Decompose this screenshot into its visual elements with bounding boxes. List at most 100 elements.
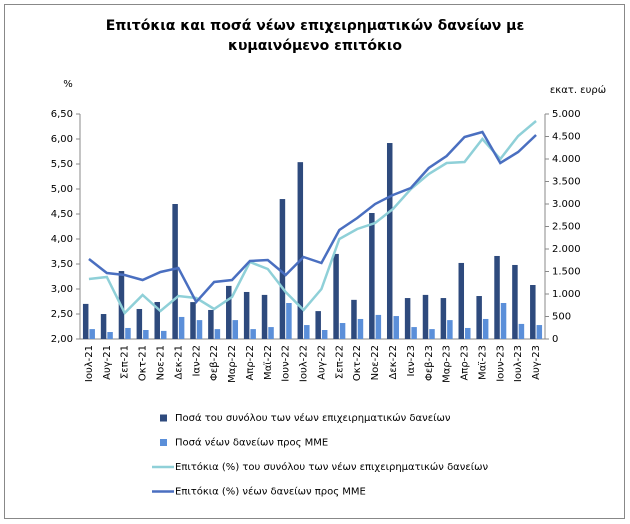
bar [100, 314, 107, 339]
bar [160, 330, 167, 339]
y-tick-label: 5,50 [51, 159, 73, 170]
bar [476, 296, 482, 339]
bar [530, 285, 536, 339]
bar [512, 264, 518, 339]
x-tick-label: Οκτ-21 [138, 345, 149, 381]
x-tick-label: Ιουλ-22 [299, 345, 310, 382]
line [88, 120, 537, 316]
legend-label: Ποσά του συνόλου των νέων επιχειρηματικώ… [175, 412, 451, 424]
bar [500, 303, 507, 339]
y2-tick-label: 3.000 [552, 199, 581, 210]
bar [404, 298, 411, 339]
chart-title: κυμαινόμενο επιτόκιο [228, 38, 402, 54]
x-tick-label: Αυγ-21 [102, 345, 113, 380]
y-tick-label: 6,00 [51, 134, 73, 145]
y2-tick-label: 500 [552, 312, 571, 323]
bar [154, 302, 160, 339]
bar [518, 323, 525, 339]
bar [178, 316, 185, 339]
bar [465, 327, 471, 339]
y-tick-label: 6,50 [51, 109, 73, 120]
x-tick-label: Ιαν-22 [191, 345, 202, 376]
x-tick-label: Ιουλ-23 [513, 345, 524, 382]
bar [143, 330, 149, 339]
x-tick-label: Ιουν-22 [281, 345, 292, 382]
y2-axis-title: εκατ. ευρώ [550, 84, 606, 96]
y-tick-label: 4,50 [51, 209, 73, 220]
legend-label: Ποσά νέων δανείων προς ΜΜΕ [175, 437, 328, 449]
bar [458, 262, 465, 339]
y2-tick-label: 2.500 [552, 222, 581, 233]
legend-label: Επιτόκια (%) του συνόλου των νέων επιχει… [175, 461, 489, 473]
bar [89, 329, 95, 339]
bar [297, 162, 304, 339]
bar [375, 314, 382, 339]
bar [333, 253, 339, 339]
x-tick-label: Νοε-21 [155, 345, 166, 380]
bar [482, 318, 489, 339]
bar [321, 330, 328, 339]
y2-tick-label: 1.500 [552, 267, 581, 278]
bar [351, 299, 357, 339]
bar [268, 327, 274, 339]
bar [357, 318, 364, 339]
y2-tick-label: 3.500 [552, 177, 581, 188]
line [88, 130, 537, 305]
bar [196, 320, 203, 339]
x-tick-label: Φεβ-22 [209, 345, 220, 381]
bar [279, 199, 286, 339]
bar [250, 329, 256, 339]
x-tick-label: Μαϊ-23 [477, 345, 488, 380]
bar [172, 204, 178, 339]
bar [339, 323, 346, 339]
bar [214, 329, 221, 339]
bar [286, 303, 292, 339]
x-tick-label: Ιουν-23 [495, 345, 506, 382]
x-tick-label: Σεπ-22 [334, 345, 345, 379]
x-tick-label: Δεκ-22 [388, 345, 399, 379]
x-tick-label: Νοε-22 [370, 345, 381, 380]
y2-tick-label: 0 [552, 334, 558, 345]
y2-tick-label: 5.000 [552, 109, 581, 120]
bar [232, 320, 239, 339]
bar [429, 329, 435, 339]
bar [107, 332, 113, 339]
bar [447, 320, 453, 339]
bar [243, 291, 250, 339]
legend-label: Επιτόκια (%) νέων δανείων προς ΜΜΕ [175, 486, 366, 498]
x-tick-label: Οκτ-22 [352, 345, 363, 381]
y2-tick-label: 4.000 [552, 154, 581, 165]
x-tick-label: Σεπ-21 [120, 345, 131, 379]
y2-tick-label: 4.500 [552, 132, 581, 143]
bar [536, 325, 543, 339]
y-tick-label: 3,50 [51, 259, 73, 270]
y2-tick-label: 2.000 [552, 244, 581, 255]
x-tick-label: Αυγ-22 [316, 345, 327, 380]
y2-tick-label: 1.000 [552, 289, 581, 300]
bar [82, 303, 89, 339]
bar [440, 298, 447, 339]
bar [208, 309, 214, 339]
bar [190, 302, 196, 339]
bar [386, 143, 393, 339]
bar [494, 255, 500, 339]
x-tick-label: Ιαν-23 [406, 345, 417, 376]
x-tick-label: Μαϊ-22 [263, 345, 274, 380]
bar [261, 294, 268, 339]
x-tick-label: Δεκ-21 [173, 345, 184, 379]
legend-marker [160, 439, 167, 446]
y-tick-label: 4,00 [51, 234, 73, 245]
bar [304, 325, 310, 339]
bar [411, 327, 417, 339]
x-tick-label: Μαρ-22 [227, 345, 238, 383]
y-tick-label: 2,50 [51, 309, 73, 320]
x-tick-label: Μαρ-23 [442, 345, 453, 383]
x-tick-label: Ιουλ-21 [84, 345, 95, 382]
x-tick-label: Απρ-22 [245, 345, 256, 381]
bar [136, 308, 143, 339]
bar [315, 311, 321, 339]
bar [226, 285, 232, 339]
x-tick-label: Αυγ-23 [531, 345, 542, 380]
legend-marker [160, 414, 167, 422]
